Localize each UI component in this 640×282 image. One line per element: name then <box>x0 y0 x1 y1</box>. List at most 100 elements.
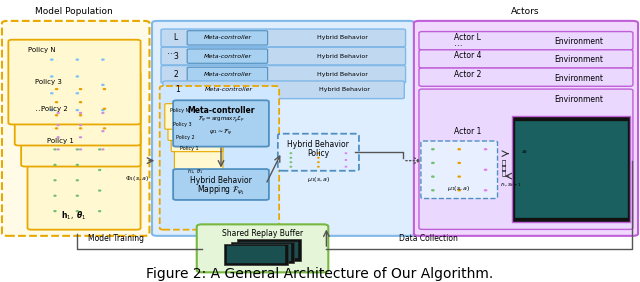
FancyBboxPatch shape <box>187 31 268 45</box>
Text: Meta-controller: Meta-controller <box>204 54 252 59</box>
Text: Environment: Environment <box>554 37 603 46</box>
Text: $h_1,\ \theta_1$: $h_1,\ \theta_1$ <box>188 168 204 177</box>
Text: Model Population: Model Population <box>35 7 113 16</box>
Circle shape <box>345 166 347 167</box>
Circle shape <box>102 59 104 60</box>
Circle shape <box>432 149 434 150</box>
Text: Environment: Environment <box>554 74 603 83</box>
Text: Shared Replay Buffer: Shared Replay Buffer <box>222 229 303 238</box>
Text: 1: 1 <box>175 85 180 94</box>
Circle shape <box>76 110 79 111</box>
Circle shape <box>76 195 78 196</box>
Circle shape <box>57 149 59 150</box>
FancyBboxPatch shape <box>187 67 268 81</box>
Text: Meta-controller: Meta-controller <box>204 35 252 40</box>
FancyBboxPatch shape <box>278 134 359 171</box>
FancyBboxPatch shape <box>161 29 406 47</box>
Text: Data Collection: Data Collection <box>399 234 458 243</box>
Circle shape <box>79 115 81 116</box>
Text: $r_t, s_{t+1}$: $r_t, s_{t+1}$ <box>500 180 523 189</box>
Circle shape <box>76 180 78 181</box>
Circle shape <box>79 128 81 129</box>
Text: Policy 3: Policy 3 <box>35 79 61 85</box>
Text: $\mu_1(s,a)$: $\mu_1(s,a)$ <box>447 184 471 193</box>
Text: Hybrid Behavior: Hybrid Behavior <box>317 54 368 59</box>
FancyBboxPatch shape <box>196 224 328 272</box>
Text: $\Phi_1(s,a)$: $\Phi_1(s,a)$ <box>125 174 150 183</box>
Bar <box>511 116 630 222</box>
Circle shape <box>79 137 81 138</box>
Circle shape <box>57 137 59 138</box>
Text: $a_t$: $a_t$ <box>520 148 528 156</box>
Circle shape <box>79 89 81 90</box>
Circle shape <box>484 169 486 170</box>
Circle shape <box>484 190 486 191</box>
Text: Policy 2: Policy 2 <box>176 135 195 140</box>
FancyBboxPatch shape <box>173 100 269 147</box>
Circle shape <box>102 131 104 132</box>
Text: Hybrid Behavior: Hybrid Behavior <box>317 72 368 77</box>
FancyBboxPatch shape <box>165 104 223 129</box>
Circle shape <box>79 149 81 150</box>
FancyBboxPatch shape <box>414 21 638 236</box>
Circle shape <box>54 180 56 181</box>
FancyBboxPatch shape <box>161 47 406 65</box>
Circle shape <box>458 162 460 164</box>
FancyBboxPatch shape <box>15 72 141 146</box>
Circle shape <box>51 110 53 111</box>
FancyBboxPatch shape <box>28 131 141 230</box>
Circle shape <box>432 176 434 177</box>
Bar <box>230 242 294 263</box>
FancyBboxPatch shape <box>419 50 633 68</box>
Circle shape <box>76 93 79 94</box>
Circle shape <box>317 157 319 158</box>
Text: Meta-controller: Meta-controller <box>204 72 252 77</box>
Text: Hybrid Behavior: Hybrid Behavior <box>319 87 370 92</box>
Circle shape <box>102 149 104 150</box>
Circle shape <box>51 59 53 60</box>
FancyBboxPatch shape <box>172 130 223 152</box>
Circle shape <box>102 110 104 111</box>
Circle shape <box>79 102 81 103</box>
Text: Policy 2: Policy 2 <box>41 106 68 112</box>
Text: Policy 3: Policy 3 <box>173 122 192 127</box>
FancyBboxPatch shape <box>173 169 269 200</box>
Text: Hybrid Behavior: Hybrid Behavior <box>190 176 252 185</box>
Text: Hybrid Behavior: Hybrid Behavior <box>317 35 368 40</box>
Circle shape <box>104 128 106 129</box>
Text: L: L <box>173 33 177 42</box>
Circle shape <box>458 176 460 177</box>
Text: $\mathcal{F}_\psi = \mathrm{argmax}_{\mathcal{F}_\psi}\mathcal{L}_p$: $\mathcal{F}_\psi = \mathrm{argmax}_{\ma… <box>198 115 244 126</box>
FancyBboxPatch shape <box>419 32 633 50</box>
Text: ...: ... <box>35 104 44 113</box>
Circle shape <box>432 162 434 164</box>
FancyBboxPatch shape <box>187 49 268 63</box>
Text: Policy N: Policy N <box>170 108 189 113</box>
Circle shape <box>56 102 58 103</box>
Bar <box>224 244 288 265</box>
Circle shape <box>290 157 292 158</box>
Bar <box>237 239 301 261</box>
Text: Figure 2: A General Architecture of Our Algorithm.: Figure 2: A General Architecture of Our … <box>147 267 493 281</box>
FancyBboxPatch shape <box>8 40 141 124</box>
Bar <box>515 121 627 217</box>
Text: Meta-controller: Meta-controller <box>188 106 255 115</box>
Text: Policy: Policy <box>307 149 330 158</box>
Text: Meta-controller: Meta-controller <box>205 87 253 92</box>
Circle shape <box>56 115 58 116</box>
Text: ...: ... <box>454 39 463 48</box>
Circle shape <box>51 76 53 77</box>
FancyBboxPatch shape <box>2 21 150 236</box>
FancyBboxPatch shape <box>421 141 497 199</box>
Circle shape <box>51 93 53 94</box>
Circle shape <box>56 128 58 129</box>
Text: Mapping $\mathcal{F}_{\psi_1}$: Mapping $\mathcal{F}_{\psi_1}$ <box>197 184 245 197</box>
Circle shape <box>99 211 100 212</box>
Text: Actor 2: Actor 2 <box>454 70 481 79</box>
Circle shape <box>99 149 100 150</box>
Circle shape <box>54 195 56 196</box>
Text: $\mu_1(s,a)$: $\mu_1(s,a)$ <box>307 175 330 184</box>
Circle shape <box>317 166 319 167</box>
FancyBboxPatch shape <box>174 142 223 170</box>
FancyBboxPatch shape <box>168 118 223 140</box>
